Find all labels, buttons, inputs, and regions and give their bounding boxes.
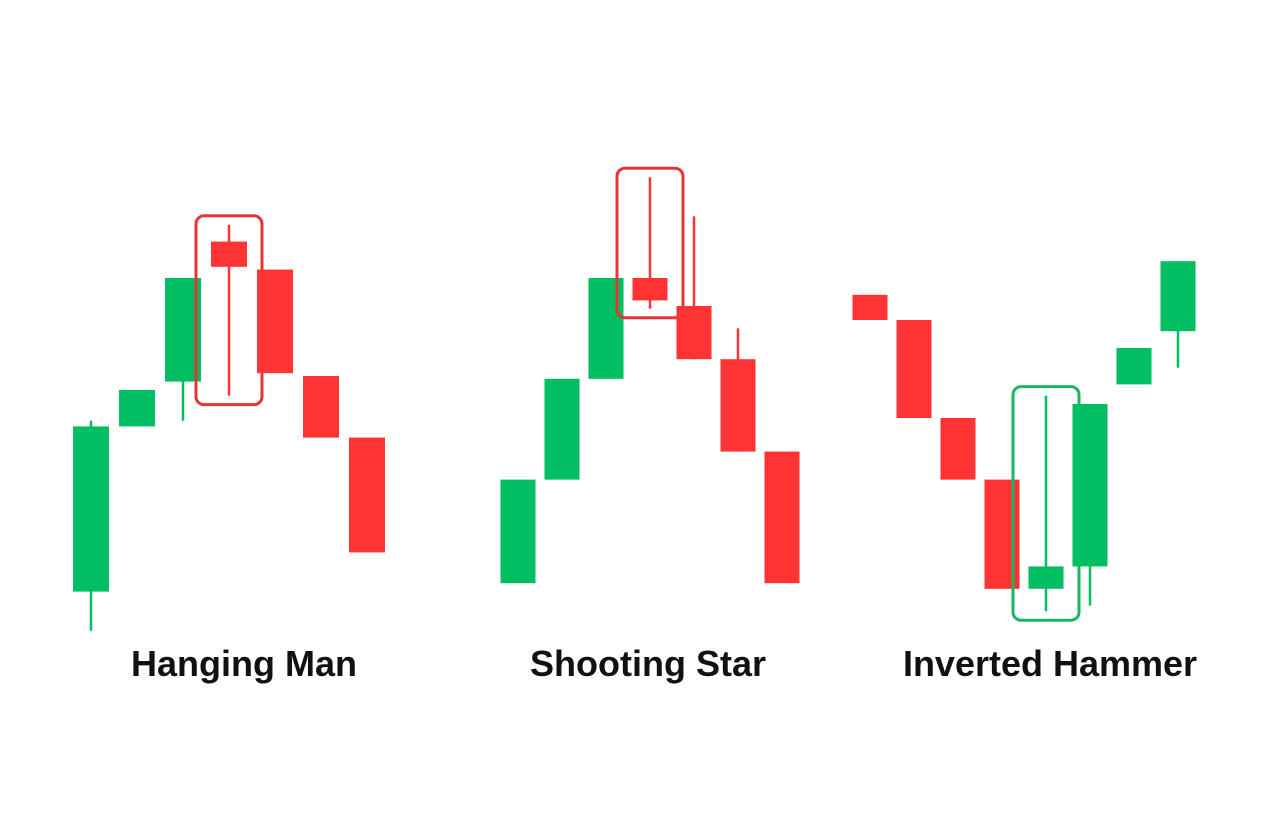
inverted-hammer-candle-8-bullish — [1160, 261, 1196, 332]
hanging-man-candle-6-bearish — [303, 376, 339, 438]
shooting-star-label: Shooting Star — [530, 643, 766, 684]
inverted-hammer-candle-7-bullish — [1116, 348, 1152, 385]
shooting-star-candle-2-bullish — [544, 378, 580, 480]
inverted-hammer-candle-1-bearish — [852, 294, 888, 320]
hanging-man-candle-4-bearish — [211, 241, 247, 267]
inverted-hammer-candle-2-bearish — [896, 320, 932, 418]
shooting-star-highlight-box — [615, 166, 685, 320]
inverted-hammer-candle-3-bearish — [940, 418, 976, 480]
inverted-hammer-candle-6-bullish — [1072, 404, 1108, 567]
hanging-man-label: Hanging Man — [131, 643, 357, 684]
inverted-hammer-candle-5-bullish — [1028, 566, 1064, 589]
inverted-hammer-label: Inverted Hammer — [902, 643, 1198, 684]
hanging-man-candle-1-bullish — [73, 426, 109, 592]
hanging-man-candle-7-bearish — [349, 437, 385, 553]
shooting-star-candle-5-bearish — [676, 306, 712, 360]
shooting-star-candle-6-bearish — [720, 359, 756, 452]
hanging-man-candle-2-bullish — [119, 390, 155, 427]
hanging-man-candle-5-bearish — [257, 269, 293, 374]
shooting-star-candle-1-bullish — [500, 479, 536, 584]
shooting-star-candle-4-bearish — [632, 278, 668, 301]
shooting-star-candle-7-bearish — [764, 451, 800, 584]
